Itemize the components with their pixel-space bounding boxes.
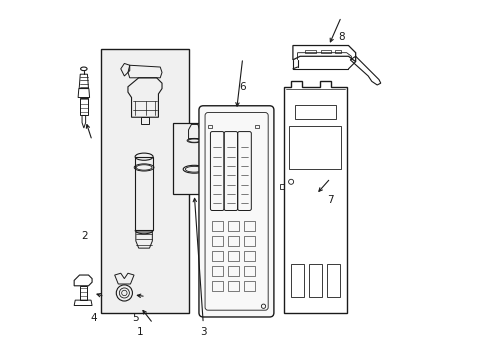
Bar [80, 98, 88, 116]
Bar [320, 50, 330, 53]
Text: 5: 5 [132, 313, 138, 323]
Bar [294, 105, 335, 119]
Bar [304, 50, 315, 53]
Text: 3: 3 [200, 327, 206, 337]
Text: 8: 8 [337, 32, 344, 41]
Bar [290, 264, 303, 297]
Bar [308, 264, 321, 297]
Text: 7: 7 [326, 195, 333, 205]
FancyBboxPatch shape [199, 106, 273, 317]
Bar [326, 264, 339, 297]
Text: 1: 1 [137, 327, 143, 337]
Bar [207, 125, 212, 128]
Text: 4: 4 [90, 313, 97, 323]
Bar [172, 123, 214, 194]
Bar [101, 49, 188, 313]
Bar [334, 50, 341, 53]
Bar [289, 126, 341, 169]
Bar [254, 125, 258, 128]
Bar [140, 117, 149, 125]
Text: 6: 6 [239, 82, 245, 92]
Text: 2: 2 [81, 231, 88, 240]
Bar [80, 286, 87, 300]
